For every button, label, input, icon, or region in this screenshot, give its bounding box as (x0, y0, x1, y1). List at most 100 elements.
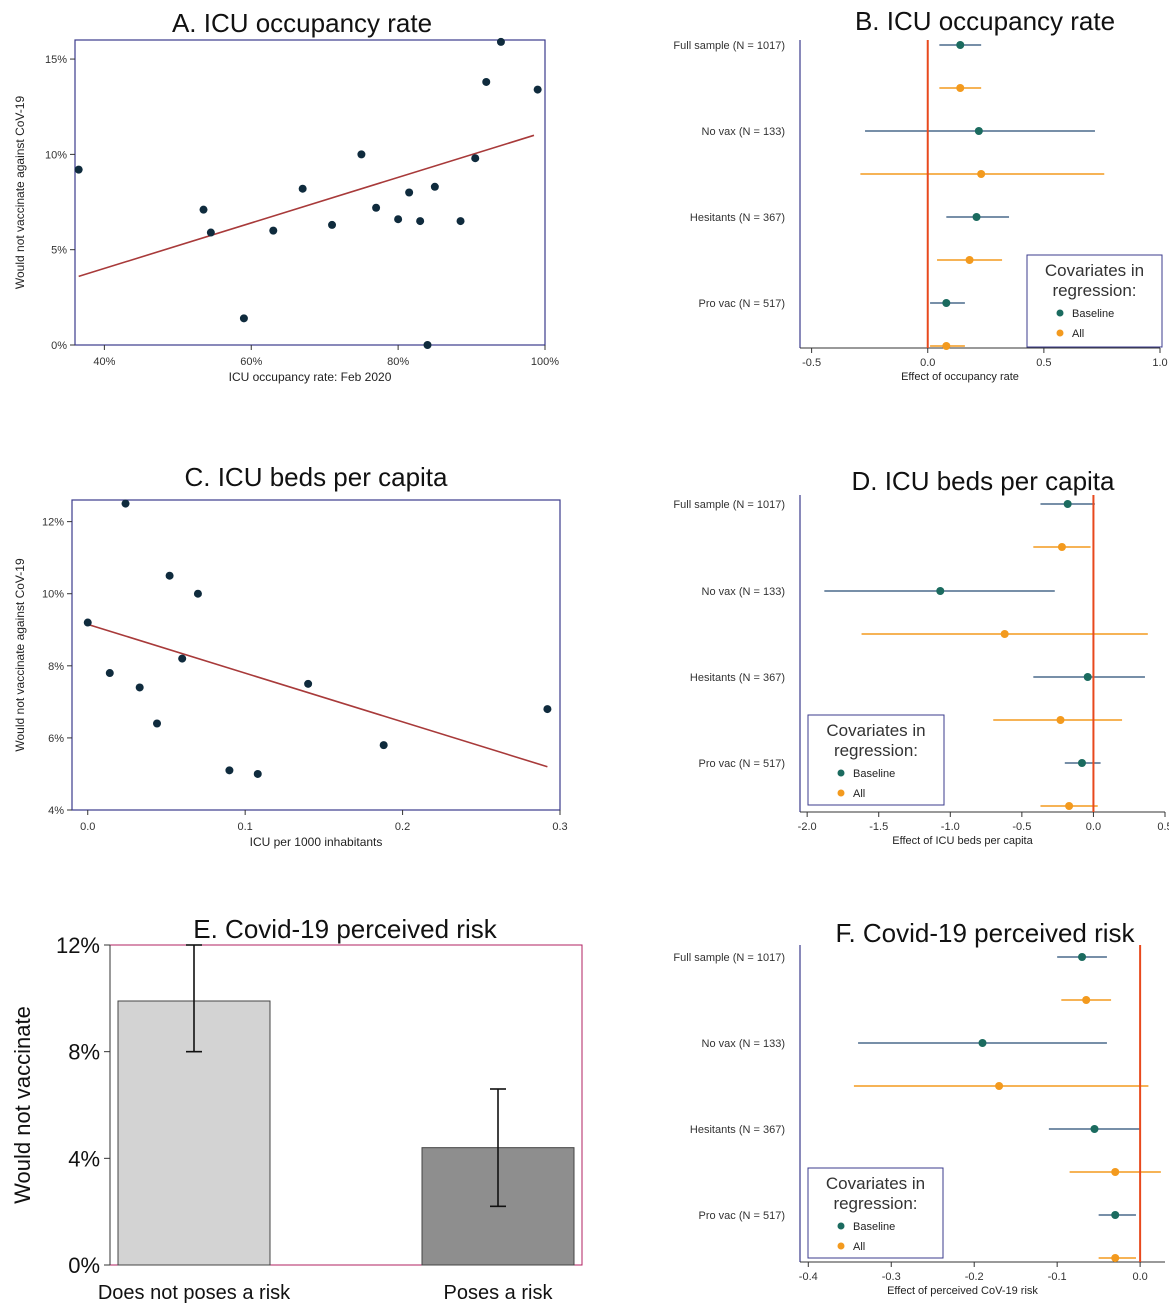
legend-title-line2: regression: (1052, 281, 1136, 300)
estimate-baseline (942, 299, 951, 307)
x-tick-label: 0.3 (552, 821, 567, 833)
group-label: Full sample (N = 1017) (673, 40, 785, 52)
legend-label-baseline: Baseline (853, 1221, 895, 1233)
x-axis-label: Effect of occupancy rate (901, 371, 1019, 383)
estimate-baseline (972, 213, 981, 221)
x-tick-label: -0.3 (882, 1271, 901, 1283)
fit-line (78, 134, 535, 278)
y-tick-label: 10% (42, 589, 64, 601)
legend-title-line1: Covariates in (1045, 261, 1144, 280)
data-point (430, 182, 439, 191)
estimate-baseline (1090, 1125, 1099, 1133)
x-tick-label: 40% (93, 356, 115, 368)
x-axis-label: ICU per 1000 inhabitants (250, 835, 383, 849)
y-tick-label: 12% (56, 933, 100, 958)
estimate-baseline (978, 1039, 987, 1047)
category-label: Does not poses a risk (98, 1282, 291, 1304)
x-tick-label: -2.0 (798, 821, 817, 833)
panel-c: C. ICU beds per capita 4% 6% 8% 10% 12% 0.0 0.1… (13, 462, 568, 849)
data-point (482, 77, 491, 86)
estimate-baseline (974, 127, 983, 135)
group-label: Pro vac (N = 517) (698, 298, 785, 310)
data-point (121, 499, 130, 508)
x-axis-label: Effect of perceived CoV-19 risk (887, 1285, 1038, 1297)
legend-label-all: All (1072, 328, 1084, 340)
estimate-all (1082, 996, 1091, 1004)
group-label: Full sample (N = 1017) (673, 499, 785, 511)
estimate-all (942, 342, 951, 350)
x-axis-label: Effect of ICU beds per capita (892, 835, 1033, 847)
x-tick-label: 0.0 (1086, 821, 1101, 833)
estimate-all (1111, 1254, 1120, 1262)
data-point (379, 741, 388, 750)
data-point (253, 769, 262, 778)
group-label: Full sample (N = 1017) (673, 952, 785, 964)
legend-title-line1: Covariates in (826, 721, 925, 740)
legend-box (1026, 254, 1163, 348)
x-tick-label: 0.1 (238, 821, 253, 833)
data-point (533, 85, 542, 94)
y-tick-label: 4% (48, 805, 64, 817)
y-tick-label: 5% (51, 245, 67, 257)
y-axis-label: Would not vaccinate against CoV-19 (13, 558, 27, 752)
x-tick-label: 0.0 (1132, 1271, 1147, 1283)
chart-title: D. ICU beds per capita (851, 466, 1115, 496)
estimate-all (995, 1082, 1004, 1090)
legend-marker-baseline (1056, 309, 1064, 317)
x-tick-label: 100% (531, 356, 559, 368)
data-point (206, 228, 215, 237)
chart-title: B. ICU occupancy rate (855, 6, 1115, 36)
data-point (153, 719, 162, 728)
data-point (328, 220, 337, 229)
group-label: Hesitants (N = 367) (690, 672, 785, 684)
data-point (298, 184, 307, 193)
x-tick-label: 0.5 (1157, 821, 1169, 833)
estimate-all (965, 256, 974, 264)
x-tick-label: 60% (240, 356, 262, 368)
group-label: Pro vac (N = 517) (698, 1210, 785, 1222)
data-point (423, 341, 432, 349)
legend-title-line2: regression: (833, 1194, 917, 1213)
y-axis-label: Would not vaccinate against CoV-19 (13, 96, 27, 290)
estimate-all (1000, 630, 1009, 638)
legend-marker-all (837, 789, 845, 797)
estimate-baseline (936, 587, 945, 595)
data-point (357, 150, 366, 159)
data-point (83, 618, 92, 627)
data-point (372, 203, 381, 212)
y-tick-label: 15% (45, 54, 67, 66)
legend-box (807, 714, 945, 806)
estimate-all (977, 170, 986, 178)
data-point (304, 679, 313, 688)
x-tick-label: -0.4 (799, 1271, 818, 1283)
data-point (456, 217, 465, 226)
estimate-all (1065, 802, 1074, 810)
y-tick-label: 0% (68, 1253, 100, 1278)
x-tick-label: -1.5 (869, 821, 888, 833)
group-label: Hesitants (N = 367) (690, 1124, 785, 1136)
group-label: Pro vac (N = 517) (698, 758, 785, 770)
estimate-all (956, 84, 965, 92)
data-point (405, 188, 414, 197)
data-point (225, 766, 234, 775)
estimate-baseline (1111, 1211, 1120, 1219)
plot-frame (71, 499, 561, 811)
group-label: No vax (N = 133) (702, 1038, 785, 1050)
group-label: No vax (N = 133) (702, 586, 785, 598)
legend-label-all: All (853, 1241, 865, 1253)
estimate-baseline (1083, 673, 1092, 681)
data-point (471, 154, 480, 163)
data-point (269, 226, 278, 235)
y-tick-label: 12% (42, 517, 64, 529)
data-point (193, 589, 202, 598)
data-point (165, 571, 174, 580)
legend-box (807, 1167, 944, 1259)
group-label: No vax (N = 133) (702, 126, 785, 138)
data-point (543, 705, 552, 714)
data-point (239, 314, 248, 323)
plot-frame (74, 39, 546, 346)
y-tick-label: 0% (51, 340, 67, 352)
legend-marker-all (1056, 329, 1064, 337)
group-label: Hesitants (N = 367) (690, 212, 785, 224)
